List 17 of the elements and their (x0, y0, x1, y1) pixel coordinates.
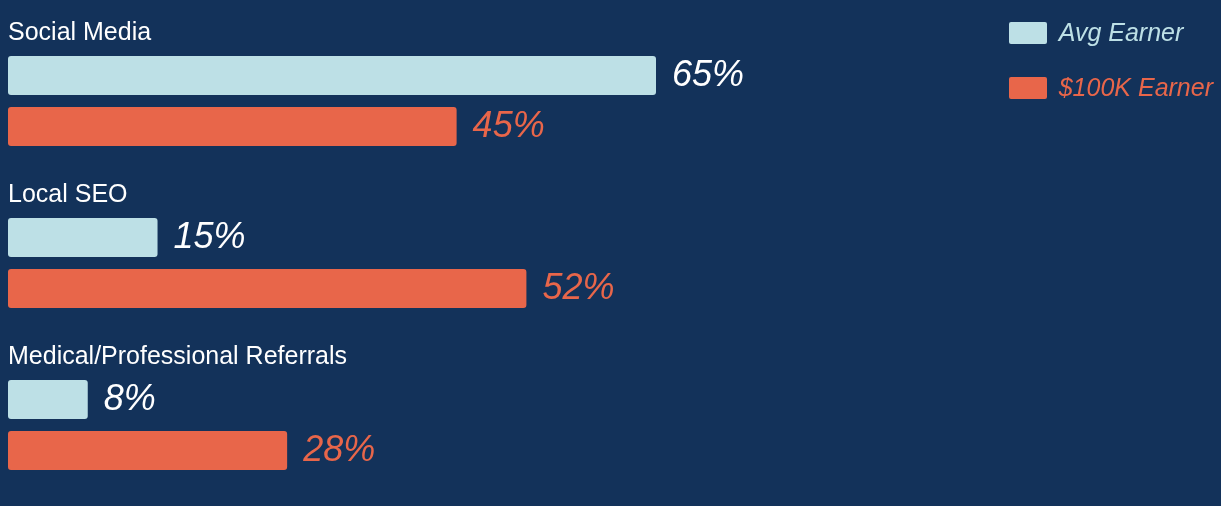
bar (8, 269, 527, 308)
legend-label: $100K Earner (1058, 73, 1213, 102)
y-tick-label: Local SEO (8, 179, 128, 208)
bar (8, 56, 656, 95)
data-label: 8% (103, 376, 156, 418)
bar (8, 107, 457, 146)
data-label: 15% (173, 214, 246, 256)
data-label: 28% (302, 427, 376, 469)
y-tick-label: Medical/Professional Referrals (8, 341, 348, 370)
y-tick-label: Social Media (8, 17, 152, 46)
data-label: 45% (472, 103, 545, 145)
bar (8, 431, 288, 470)
data-label: 65% (672, 52, 745, 94)
bar (8, 380, 88, 419)
bar (8, 218, 158, 257)
legend-label: Avg Earner (1058, 18, 1184, 47)
data-label: 52% (542, 265, 615, 307)
